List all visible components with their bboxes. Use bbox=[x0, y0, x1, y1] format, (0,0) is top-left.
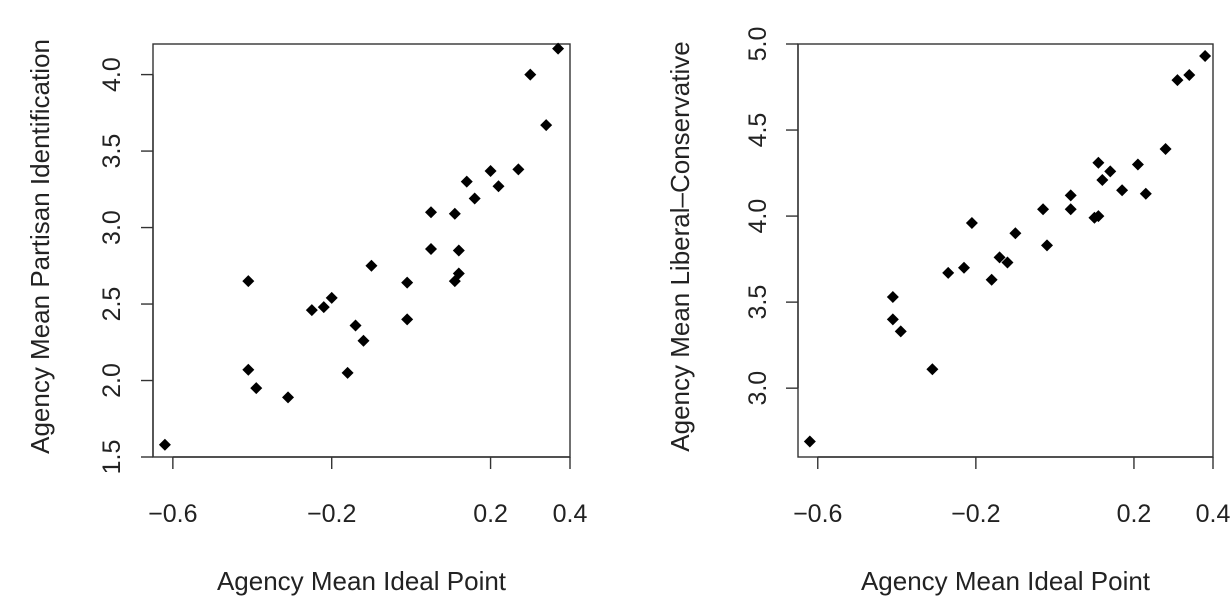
plot-frame bbox=[152, 43, 571, 458]
data-point bbox=[1171, 74, 1184, 87]
data-point bbox=[305, 304, 318, 317]
data-point bbox=[1041, 239, 1053, 252]
y-axis-title: Agency Mean Partisan Identification bbox=[25, 39, 55, 454]
data-point bbox=[1116, 184, 1129, 197]
x-tick-label: −0.2 bbox=[307, 500, 356, 528]
data-point bbox=[401, 276, 414, 289]
data-point bbox=[460, 175, 473, 188]
data-point bbox=[452, 267, 465, 280]
data-point bbox=[1092, 156, 1105, 169]
data-point bbox=[250, 382, 263, 395]
data-point bbox=[1064, 203, 1077, 216]
left-scatter-panel: −0.6 −0.2 0.2 0.4 1.5 2.0 2.5 3.0 3.5 4.0 Agency M… bbox=[25, 39, 587, 596]
data-point bbox=[492, 180, 505, 193]
x-tick-label: 0.2 bbox=[1117, 500, 1152, 528]
data-point bbox=[1183, 68, 1196, 81]
x-axis-title: Agency Mean Ideal Point bbox=[861, 566, 1151, 596]
data-point bbox=[1009, 227, 1022, 240]
data-point bbox=[425, 206, 437, 219]
y-tick-label: 5.0 bbox=[744, 27, 772, 62]
data-point bbox=[357, 334, 370, 347]
data-point bbox=[894, 325, 907, 338]
y-tick-label: 3.5 bbox=[744, 285, 772, 320]
data-point bbox=[349, 319, 362, 332]
data-point bbox=[325, 291, 338, 304]
data-point bbox=[1139, 187, 1152, 200]
data-point bbox=[282, 391, 295, 404]
x-tick-label: −0.6 bbox=[793, 500, 842, 528]
data-point bbox=[552, 42, 565, 55]
y-tick-label: 1.5 bbox=[98, 440, 126, 475]
data-point bbox=[448, 207, 461, 220]
data-point bbox=[965, 216, 978, 229]
data-point bbox=[242, 363, 255, 376]
data-point bbox=[452, 244, 465, 257]
data-point bbox=[242, 275, 255, 288]
data-point bbox=[1092, 210, 1105, 223]
data-point bbox=[886, 290, 899, 303]
data-point bbox=[1037, 203, 1050, 216]
y-tick-label: 4.0 bbox=[98, 57, 126, 92]
data-point bbox=[512, 163, 525, 176]
data-point bbox=[317, 301, 330, 314]
data-point bbox=[401, 313, 414, 326]
plot-frame bbox=[797, 43, 1214, 458]
y-tick-label: 3.0 bbox=[98, 210, 126, 245]
data-point bbox=[1131, 158, 1144, 171]
x-axis-title: Agency Mean Ideal Point bbox=[217, 566, 507, 596]
data-point bbox=[1001, 256, 1014, 269]
data-point bbox=[341, 366, 354, 379]
data-point bbox=[886, 313, 899, 326]
data-point bbox=[158, 438, 171, 451]
data-point bbox=[1064, 189, 1077, 202]
data-point bbox=[985, 273, 998, 286]
data-point bbox=[926, 363, 939, 376]
data-point bbox=[1096, 173, 1109, 186]
x-tick-label: 0.4 bbox=[1196, 500, 1230, 528]
y-tick-label: 2.5 bbox=[98, 287, 126, 322]
data-point bbox=[425, 242, 437, 255]
x-tick-label: 0.4 bbox=[553, 500, 588, 528]
data-point bbox=[484, 164, 497, 177]
x-tick-label: −0.6 bbox=[148, 500, 197, 528]
y-tick-label: 2.0 bbox=[98, 363, 126, 398]
data-point bbox=[958, 261, 970, 274]
right-scatter-panel: −0.6 −0.2 0.2 0.4 3.0 3.5 4.0 4.5 5.0 Agency Mean… bbox=[665, 27, 1230, 596]
x-tick-label: −0.2 bbox=[951, 500, 1000, 528]
data-point bbox=[1199, 50, 1212, 63]
data-point bbox=[468, 192, 481, 205]
data-point bbox=[803, 435, 816, 448]
x-tick-label: 0.2 bbox=[473, 500, 508, 528]
data-point bbox=[942, 266, 955, 279]
y-tick-label: 3.5 bbox=[98, 134, 126, 169]
data-point bbox=[1159, 142, 1172, 155]
data-point bbox=[1104, 165, 1117, 178]
y-axis-title: Agency Mean Liberal–Conservative bbox=[665, 41, 695, 451]
y-tick-label: 4.0 bbox=[744, 199, 772, 234]
data-point bbox=[993, 251, 1006, 264]
y-tick-label: 4.5 bbox=[744, 113, 772, 148]
y-tick-label: 3.0 bbox=[744, 371, 772, 406]
data-point bbox=[524, 68, 537, 81]
data-point bbox=[540, 119, 553, 132]
data-point bbox=[365, 259, 378, 272]
